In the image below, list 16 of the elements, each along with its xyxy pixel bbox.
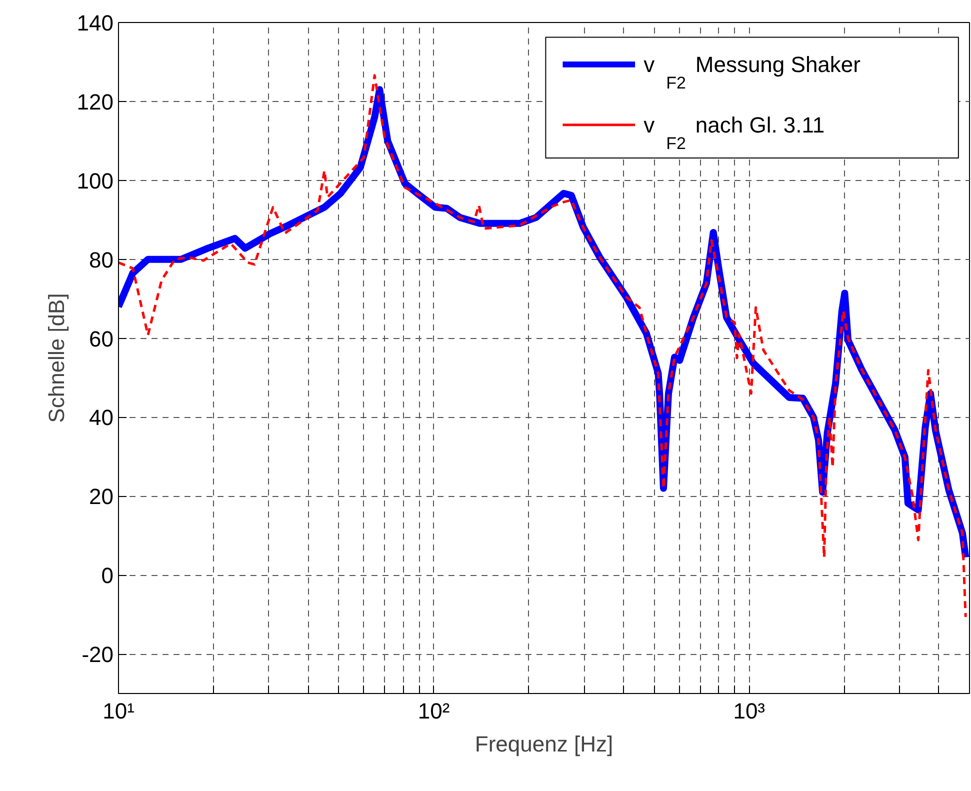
y-tick-label: 140 — [76, 10, 114, 36]
y-tick-label: -20 — [82, 642, 114, 668]
y-tick-label: 40 — [89, 405, 114, 430]
x-axis-title: Frequenz [Hz] — [474, 732, 614, 756]
y-axis-title: Schnelle [dB] — [44, 293, 69, 423]
y-tick-label: 120 — [76, 89, 114, 114]
legend-label: vF2 Messung Shaker — [644, 52, 860, 93]
y-tick-label: 100 — [76, 168, 114, 194]
x-tick-label: 10³ — [733, 698, 766, 724]
legend-label: vF2 nach Gl. 3.11 — [644, 112, 825, 154]
x-tick-label: 10¹ — [102, 698, 134, 724]
x-tick-label: 10² — [418, 698, 450, 724]
y-tick-label: 0 — [101, 563, 114, 588]
y-tick-label: 60 — [89, 326, 114, 352]
y-tick-label: 80 — [89, 247, 114, 272]
y-tick-label: 20 — [89, 484, 114, 510]
